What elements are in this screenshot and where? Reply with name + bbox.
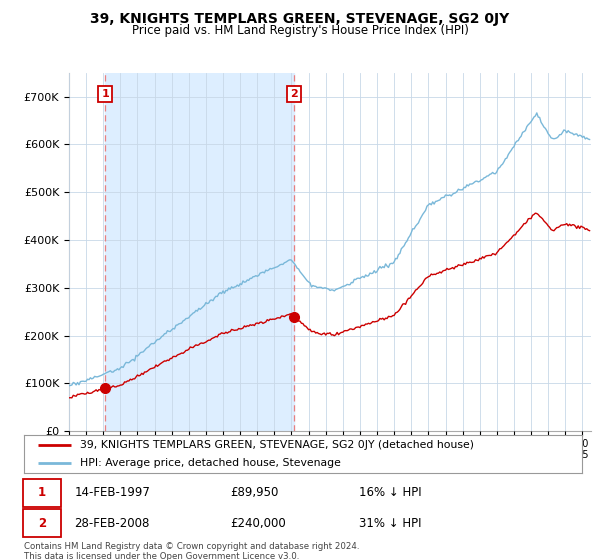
Text: 39, KNIGHTS TEMPLARS GREEN, STEVENAGE, SG2 0JY (detached house): 39, KNIGHTS TEMPLARS GREEN, STEVENAGE, S… [80,440,474,450]
Text: Price paid vs. HM Land Registry's House Price Index (HPI): Price paid vs. HM Land Registry's House … [131,24,469,37]
Text: 31% ↓ HPI: 31% ↓ HPI [359,516,421,530]
Text: 1: 1 [38,486,46,500]
Text: 39, KNIGHTS TEMPLARS GREEN, STEVENAGE, SG2 0JY: 39, KNIGHTS TEMPLARS GREEN, STEVENAGE, S… [91,12,509,26]
Text: 2: 2 [38,516,46,530]
Text: 14-FEB-1997: 14-FEB-1997 [74,486,150,500]
Text: 1: 1 [101,89,109,99]
Text: £240,000: £240,000 [230,516,286,530]
Text: 16% ↓ HPI: 16% ↓ HPI [359,486,421,500]
Text: 28-FEB-2008: 28-FEB-2008 [74,516,149,530]
FancyBboxPatch shape [23,509,61,537]
Text: 2: 2 [290,89,298,99]
Text: Contains HM Land Registry data © Crown copyright and database right 2024.
This d: Contains HM Land Registry data © Crown c… [24,542,359,560]
Text: £89,950: £89,950 [230,486,279,500]
FancyBboxPatch shape [23,479,61,507]
Text: HPI: Average price, detached house, Stevenage: HPI: Average price, detached house, Stev… [80,458,341,468]
Bar [105,73,294,431]
